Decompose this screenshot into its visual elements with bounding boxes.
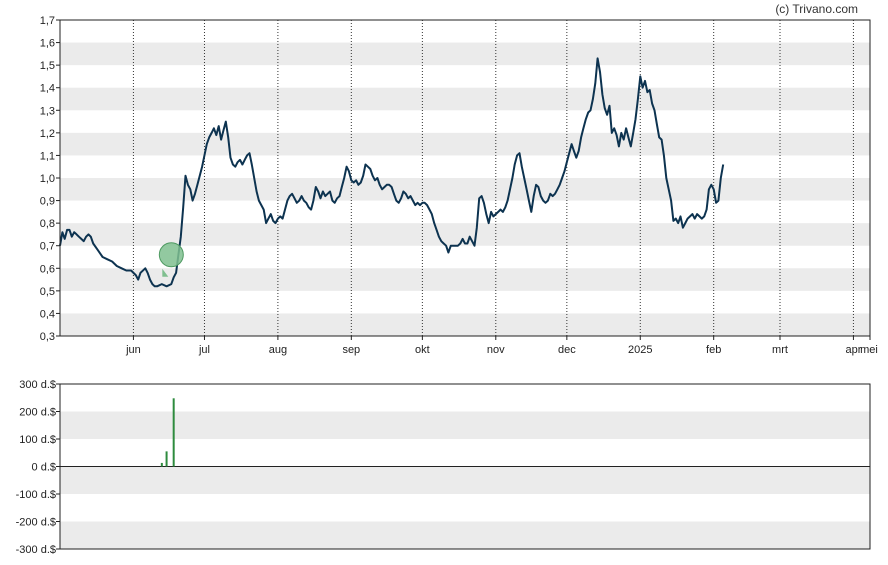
price-y-tick-label: 1,7 <box>40 15 55 27</box>
price-y-tick-label: 0,3 <box>40 331 55 343</box>
price-y-tick-label: 1,2 <box>40 128 55 140</box>
month-tick-label: nov <box>487 344 505 356</box>
price-plot-frame <box>59 19 871 337</box>
volume-bars <box>160 398 175 467</box>
trade-marker-arrow <box>162 268 169 277</box>
price-y-tick-label: 1,0 <box>40 173 55 185</box>
copyright-label: (c) Trivano.com <box>775 2 858 16</box>
volume-plot-frame <box>59 383 871 550</box>
month-tick-label: mrt <box>772 344 788 356</box>
volume-y-tick-label: 200 d.$ <box>19 407 56 419</box>
month-tick-label: dec <box>558 344 576 356</box>
price-y-tick-label: 0,9 <box>40 196 55 208</box>
price-grid-bands <box>60 42 870 336</box>
volume-y-tick-label: 0 d.$ <box>32 462 56 474</box>
month-tick-label: 2025 <box>628 344 652 356</box>
volume-y-tick-label: -200 d.$ <box>16 517 56 529</box>
month-tick-label: mei <box>860 344 878 356</box>
month-tick-label: jun <box>125 344 141 356</box>
month-tick-label: jul <box>198 344 210 356</box>
volume-grid-band <box>60 466 870 494</box>
price-y-tick-label: 0,8 <box>40 218 55 230</box>
price-grid-band <box>60 132 870 156</box>
price-y-tick-label: 1,3 <box>40 105 55 117</box>
month-tick-label: okt <box>415 344 430 356</box>
trade-markers <box>158 242 184 277</box>
price-grid-band <box>60 42 870 66</box>
volume-bar <box>160 462 163 467</box>
volume-grid-band <box>60 411 870 439</box>
volume-y-tick-label: 300 d.$ <box>19 379 56 391</box>
month-tick-label: aug <box>269 344 287 356</box>
price-grid-band <box>60 178 870 201</box>
volume-y-tick-label: 100 d.$ <box>19 434 56 446</box>
price-y-tick-label: 1,6 <box>40 38 55 50</box>
price-grid-band <box>60 313 870 336</box>
price-y-tick-label: 0,7 <box>40 241 55 253</box>
price-grid-band <box>60 223 870 246</box>
price-y-tick-label: 0,6 <box>40 263 55 275</box>
volume-y-tick-label: -100 d.$ <box>16 489 56 501</box>
volume-bar <box>172 398 175 467</box>
price-y-axis: 0,3 0,4 0,5 0,6 0,7 0,8 0,9 1,0 1,1 1,2 1,3 1,4 1,5 1… <box>40 15 60 343</box>
price-y-tick-label: 1,4 <box>40 83 55 95</box>
volume-grid-band <box>60 521 870 549</box>
price-grid-band <box>60 268 870 291</box>
price-y-tick-label: 1,5 <box>40 60 55 72</box>
trade-marker <box>158 242 184 268</box>
volume-bar <box>165 451 168 467</box>
volume-grid-bands <box>60 411 870 549</box>
price-grid-band <box>60 87 870 111</box>
price-y-tick-label: 0,5 <box>40 286 55 298</box>
month-tick-label: sep <box>342 344 360 356</box>
price-y-tick-label: 0,4 <box>40 308 55 320</box>
price-line <box>59 57 725 288</box>
price-y-tick-label: 1,1 <box>40 150 55 162</box>
month-tick-label: feb <box>706 344 721 356</box>
volume-y-tick-label: -300 d.$ <box>16 544 56 556</box>
month-tick-label: apr <box>845 344 861 356</box>
volume-y-axis: 300 d.$ 200 d.$ 100 d.$ 0 d.$ -100 d.$ -200 d… <box>16 379 60 556</box>
